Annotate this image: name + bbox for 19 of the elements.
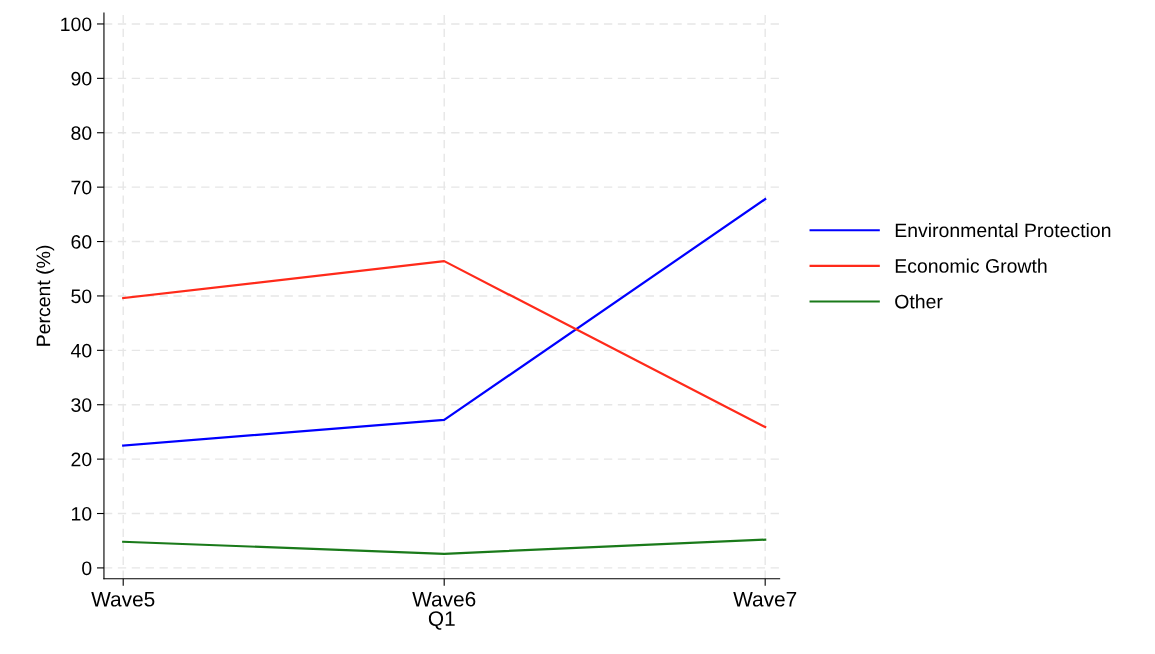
y-tick-label: 90 — [71, 71, 92, 86]
y-tick-label: 70 — [71, 180, 92, 195]
x-tick-label: Wave7 — [733, 592, 797, 607]
x-axis-title: Q1 — [428, 611, 455, 630]
y-tick-label: 100 — [61, 17, 92, 32]
y-tick-label: 40 — [70, 343, 92, 358]
y-tick-label: 50 — [71, 289, 92, 304]
y-tick-label: 80 — [71, 126, 92, 140]
y-tick-label: 0 — [82, 561, 92, 576]
legend-label: Environmental Protection — [895, 222, 1111, 238]
x-tick-label: Wave6 — [412, 591, 476, 607]
y-tick-label: 60 — [71, 235, 92, 249]
legend-label: Other — [895, 294, 943, 309]
x-tick-label: Wave5 — [91, 592, 155, 607]
y-tick-label: 20 — [71, 452, 92, 467]
y-tick-label: 30 — [71, 398, 92, 412]
y-axis-title: Percent (%) — [36, 245, 55, 346]
y-tick-label: 10 — [72, 506, 92, 521]
legend-label: Economic Growth — [895, 258, 1047, 273]
